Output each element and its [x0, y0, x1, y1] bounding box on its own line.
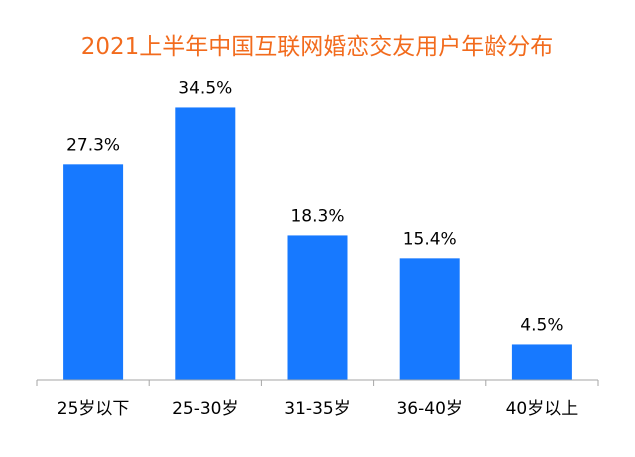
chart-title: 2021上半年中国互联网婚恋交友用户年龄分布	[81, 34, 554, 60]
category-label: 40岁以上	[506, 399, 579, 419]
category-label: 36-40岁	[396, 399, 462, 419]
bar-value-label: 15.4%	[403, 229, 457, 249]
category-label: 25岁以下	[57, 399, 130, 419]
bar	[175, 107, 236, 380]
category-label: 25-30岁	[172, 399, 238, 419]
bar-value-label: 27.3%	[66, 135, 120, 155]
category-labels-group: 25岁以下 25-30岁 31-35岁 36-40岁 40岁以上	[57, 399, 578, 419]
bar	[287, 235, 348, 380]
bar-value-label: 18.3%	[290, 206, 344, 226]
bars-group	[63, 107, 572, 380]
bar	[399, 258, 460, 380]
bar-value-label: 4.5%	[520, 315, 563, 335]
value-labels-group: 27.3% 34.5% 18.3% 15.4% 4.5%	[66, 78, 563, 335]
bar-value-label: 34.5%	[178, 78, 232, 98]
bar	[63, 164, 124, 380]
bar	[511, 344, 572, 380]
x-axis-ticks	[36, 380, 599, 386]
category-label: 31-35岁	[284, 399, 350, 419]
